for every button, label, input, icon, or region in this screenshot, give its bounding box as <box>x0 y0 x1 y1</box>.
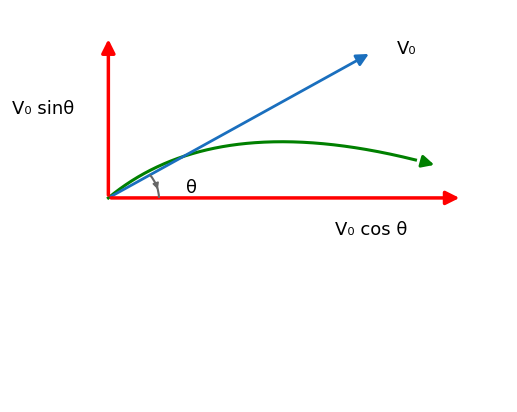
Text: θ: θ <box>186 179 197 197</box>
Text: V₀: V₀ <box>397 40 416 58</box>
Text: V₀ cos θ: V₀ cos θ <box>335 221 407 239</box>
Text: V₀ sinθ: V₀ sinθ <box>11 100 74 118</box>
